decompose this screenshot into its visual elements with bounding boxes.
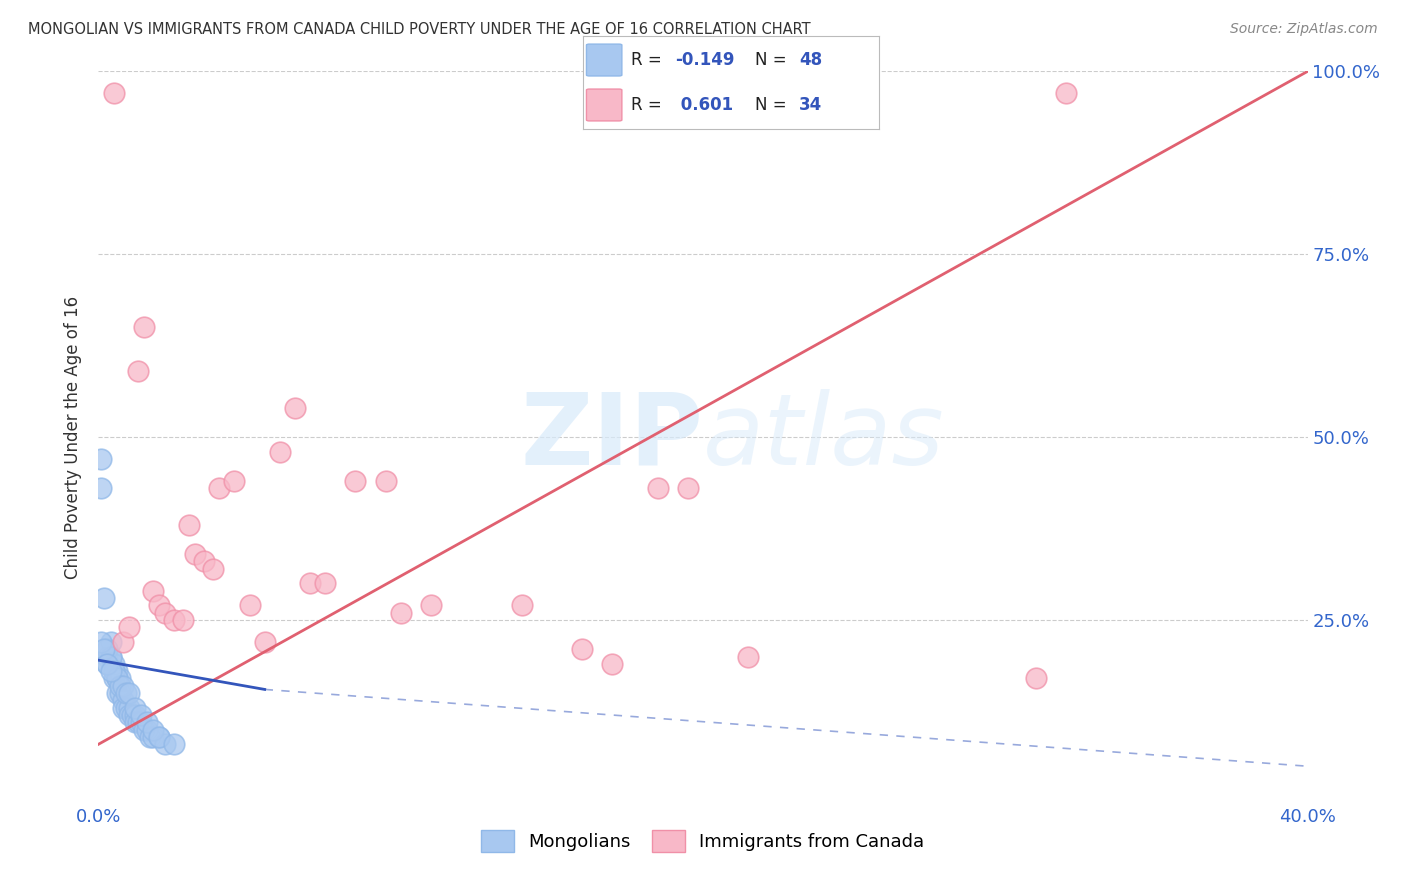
Text: ZIP: ZIP (520, 389, 703, 485)
Point (314, 576, 336, 591)
Point (135, 723, 157, 737)
Point (510, 599, 533, 613)
Point (571, 642, 593, 657)
Point (253, 635, 276, 649)
Point (111, 700, 134, 714)
Point (142, 583, 165, 598)
Point (118, 620, 141, 634)
Point (111, 693, 134, 707)
Point (269, 444, 291, 458)
Text: atlas: atlas (703, 389, 945, 485)
Point (103, 664, 125, 678)
Point (127, 715, 149, 730)
Point (105, 686, 128, 700)
Point (93, 642, 115, 657)
Point (179, 517, 201, 532)
Point (108, 679, 131, 693)
Point (284, 401, 307, 415)
FancyBboxPatch shape (586, 44, 621, 76)
Point (124, 700, 146, 714)
Point (105, 672, 128, 686)
Point (127, 364, 149, 378)
Point (202, 562, 225, 576)
Point (153, 606, 176, 620)
Point (139, 730, 162, 744)
Point (163, 613, 186, 627)
Point (111, 635, 134, 649)
Point (96, 649, 118, 664)
Point (114, 686, 136, 700)
Text: MONGOLIAN VS IMMIGRANTS FROM CANADA CHILD POVERTY UNDER THE AGE OF 16 CORRELATIO: MONGOLIAN VS IMMIGRANTS FROM CANADA CHIL… (28, 22, 811, 37)
Point (208, 481, 231, 495)
Point (142, 723, 165, 737)
Point (100, 635, 122, 649)
Point (344, 474, 367, 488)
Point (129, 708, 152, 723)
Point (148, 730, 170, 744)
Point (96, 657, 118, 671)
Point (108, 672, 131, 686)
Point (135, 715, 157, 730)
Point (90, 481, 112, 495)
Text: R =: R = (631, 96, 666, 114)
Text: 34: 34 (799, 96, 823, 114)
FancyBboxPatch shape (586, 89, 621, 121)
Point (193, 554, 215, 568)
Point (118, 708, 141, 723)
Point (124, 708, 146, 723)
Point (184, 547, 207, 561)
Point (676, 481, 699, 495)
Point (96, 657, 118, 671)
Point (96, 642, 118, 657)
Point (103, 657, 125, 671)
Point (105, 672, 128, 686)
Text: N =: N = (755, 51, 792, 69)
Point (121, 708, 143, 723)
Point (100, 664, 122, 678)
Point (148, 599, 170, 613)
Point (239, 599, 262, 613)
Point (299, 576, 322, 591)
Point (602, 657, 624, 671)
Point (148, 730, 170, 744)
Point (118, 700, 141, 714)
Text: -0.149: -0.149 (675, 51, 734, 69)
Point (737, 649, 759, 664)
Point (1054, 87, 1077, 101)
Point (420, 599, 443, 613)
Point (103, 87, 125, 101)
Point (132, 723, 155, 737)
Legend: Mongolians, Immigrants from Canada: Mongolians, Immigrants from Canada (474, 823, 932, 860)
Point (389, 606, 412, 620)
Text: N =: N = (755, 96, 792, 114)
Point (93, 591, 115, 605)
Point (142, 730, 165, 744)
Point (90, 635, 112, 649)
Point (100, 649, 122, 664)
Text: Source: ZipAtlas.com: Source: ZipAtlas.com (1230, 22, 1378, 37)
Point (647, 481, 669, 495)
Point (114, 700, 136, 714)
Point (1024, 672, 1046, 686)
Point (100, 649, 122, 664)
Point (90, 452, 112, 467)
Y-axis label: Child Poverty Under the Age of 16: Child Poverty Under the Age of 16 (65, 295, 83, 579)
Point (105, 664, 128, 678)
Point (129, 715, 152, 730)
Point (153, 737, 176, 751)
Point (163, 737, 186, 751)
Point (132, 320, 155, 334)
Point (108, 686, 131, 700)
Text: 0.601: 0.601 (675, 96, 733, 114)
Point (124, 715, 146, 730)
Point (374, 474, 396, 488)
Point (103, 672, 125, 686)
Point (111, 679, 134, 693)
Point (118, 686, 141, 700)
Text: 48: 48 (799, 51, 823, 69)
Point (224, 474, 246, 488)
Text: R =: R = (631, 51, 666, 69)
Point (172, 613, 194, 627)
